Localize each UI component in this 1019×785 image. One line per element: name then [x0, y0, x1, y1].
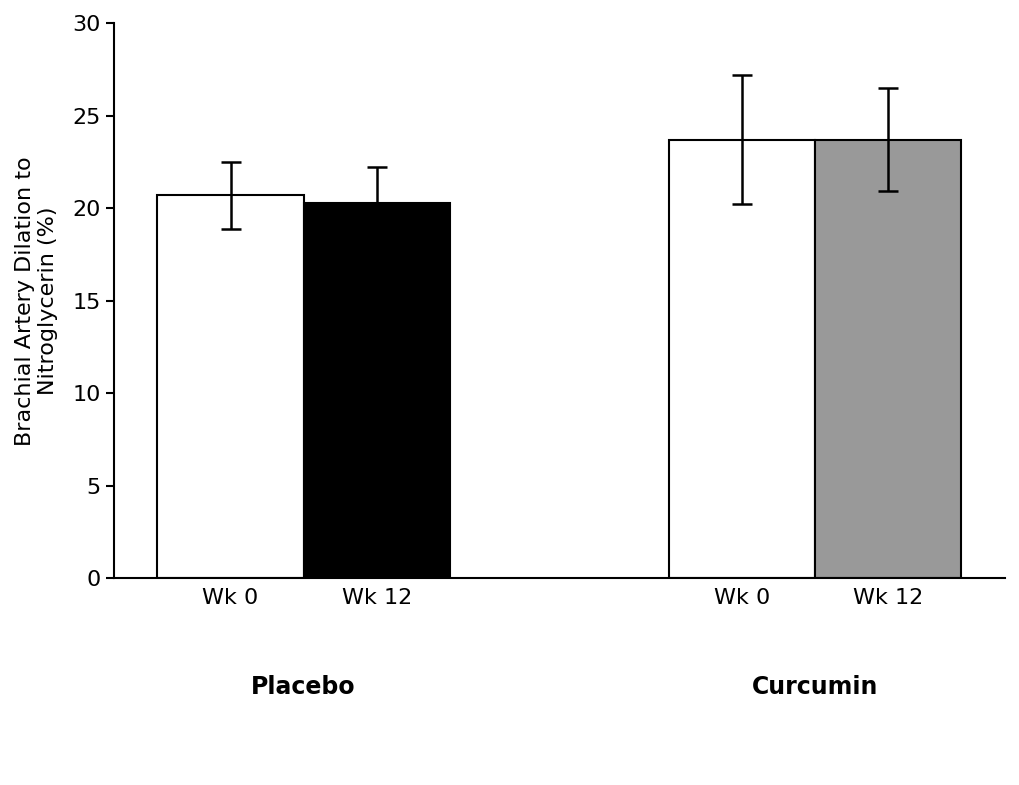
Bar: [668, 140, 814, 579]
Y-axis label: Brachial Artery Dilation to
Nitroglycerin (%): Brachial Artery Dilation to Nitroglyceri…: [15, 156, 58, 446]
Text: Curcumin: Curcumin: [751, 674, 877, 699]
Bar: [814, 140, 960, 579]
Text: Placebo: Placebo: [251, 674, 356, 699]
Bar: [304, 203, 449, 579]
Bar: [157, 195, 304, 579]
